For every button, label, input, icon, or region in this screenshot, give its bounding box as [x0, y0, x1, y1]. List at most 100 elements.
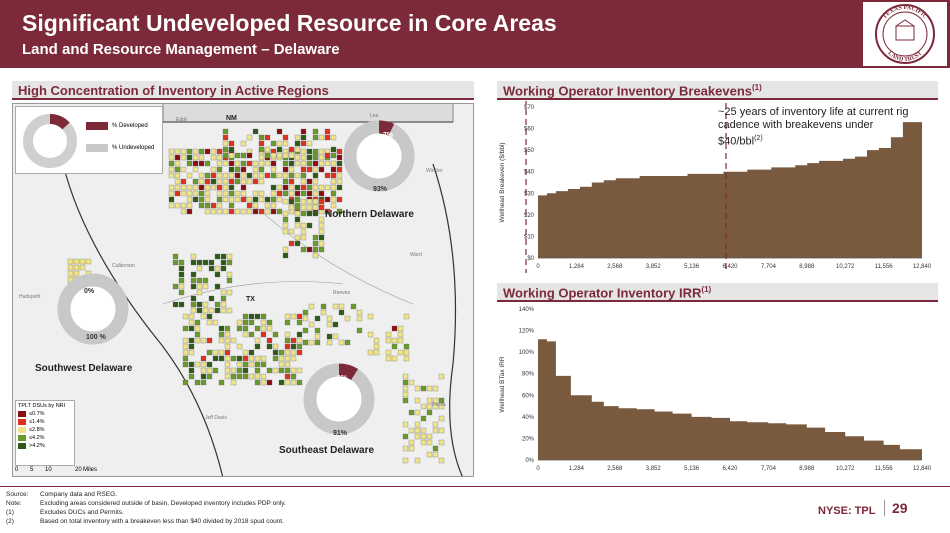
dsu-cell [200, 367, 207, 374]
region-label-southwest: Southwest Delaware [35, 363, 133, 374]
dsu-cell [294, 234, 301, 241]
dsu-cell [266, 319, 273, 326]
dsu-cell [218, 349, 225, 356]
dsu-cell [218, 379, 225, 386]
dsu-cell [397, 337, 404, 344]
footer-divider [0, 486, 950, 487]
dsu-cell [288, 178, 295, 185]
dsu-cell [397, 331, 404, 338]
dsu-cell [188, 319, 195, 326]
dsu-cell [190, 307, 197, 314]
dsu-cell [178, 271, 185, 278]
y-tick-label: $60 [524, 127, 535, 133]
dsu-cell [314, 333, 321, 340]
dsu-cell [284, 367, 291, 374]
dsu-cell [240, 208, 247, 215]
dsu-cell [356, 327, 363, 334]
dsu-cell [234, 166, 241, 173]
dsu-legend-swatch [18, 419, 26, 425]
dsu-cell [190, 259, 197, 266]
dsu-cell [186, 160, 193, 167]
dsu-cell [432, 451, 439, 458]
dsu-cell [174, 154, 181, 161]
dsu-cell [182, 349, 189, 356]
dsu-cell [312, 240, 319, 247]
dsu-cell [230, 355, 237, 362]
dsu-cell [222, 178, 229, 185]
dsu-cell [178, 301, 185, 308]
dsu-cell [188, 343, 195, 350]
region-label-southeast: Southeast Delaware [279, 445, 375, 456]
dsu-cell [300, 234, 307, 241]
dsu-cell [330, 172, 337, 179]
dsu-cell [385, 337, 392, 344]
dsu-cell [426, 439, 433, 446]
scale-unit: Miles [83, 467, 98, 473]
dsu-cell [222, 140, 229, 147]
dsu-cell [264, 196, 271, 203]
dsu-cell [330, 166, 337, 173]
breakevens-annotation: ~25 years of inventory life at current r… [718, 106, 918, 149]
dsu-cell [402, 391, 409, 398]
dsu-cell [282, 190, 289, 197]
dsu-cell [236, 343, 243, 350]
donut-southeast-delaware: 9% 91% [303, 363, 375, 437]
dsu-cell [294, 146, 301, 153]
dsu-cell [228, 166, 235, 173]
development-legend: % Developed % Undeveloped [15, 106, 163, 174]
dsu-cell [234, 172, 241, 179]
dsu-cell [300, 160, 307, 167]
dsu-cell [67, 264, 74, 271]
dsu-cell [312, 128, 319, 135]
dsu-cell [278, 355, 285, 362]
dsu-cell [306, 190, 313, 197]
dsu-cell [294, 222, 301, 229]
dsu-cell [174, 148, 181, 155]
dsu-cell [336, 172, 343, 179]
dsu-cell [224, 355, 231, 362]
dsu-cell [186, 148, 193, 155]
dsu-cell [242, 313, 249, 320]
donut-northern-delaware: 7% 93% [343, 120, 415, 193]
dsu-cell [174, 160, 181, 167]
dsu-cell [200, 313, 207, 320]
dsu-cell [385, 355, 392, 362]
dsu-cell [414, 385, 421, 392]
dsu-cell [208, 307, 215, 314]
dsu-cell [204, 202, 211, 209]
dsu-cell [242, 373, 249, 380]
dsu-cell [188, 349, 195, 356]
dsu-cell [270, 172, 277, 179]
dsu-cell [252, 166, 259, 173]
dsu-cell [252, 172, 259, 179]
dsu-cell [202, 259, 209, 266]
dsu-cell [204, 160, 211, 167]
dsu-cell [246, 178, 253, 185]
dsu-cell [230, 367, 237, 374]
dsu-cell [220, 289, 227, 296]
donut-northern-undeveloped-label: 93% [373, 186, 388, 193]
dsu-cell [196, 265, 203, 272]
dsu-cell [312, 234, 319, 241]
donut-southwest-delaware: 0% 100 % [57, 273, 129, 345]
dsu-cell [216, 196, 223, 203]
dsu-cell [312, 204, 319, 211]
y-tick-label: 80% [522, 372, 535, 378]
dsu-cell [276, 172, 283, 179]
dsu-cell [294, 240, 301, 247]
dsu-cell [214, 253, 221, 260]
dsu-cell [312, 210, 319, 217]
dsu-cell [306, 184, 313, 191]
dsu-cell [224, 343, 231, 350]
dsu-cell [336, 154, 343, 161]
dsu-cell [252, 160, 259, 167]
dsu-cell [294, 210, 301, 217]
county-eddy: Eddy [176, 117, 188, 123]
dsu-cell [248, 373, 255, 380]
dsu-cell [290, 343, 297, 350]
dsu-cell [228, 208, 235, 215]
dsu-cell [284, 313, 291, 320]
dsu-cell [290, 313, 297, 320]
logo-text-top: TEXAS PACIFIC [882, 5, 928, 20]
dsu-cell [338, 309, 345, 316]
